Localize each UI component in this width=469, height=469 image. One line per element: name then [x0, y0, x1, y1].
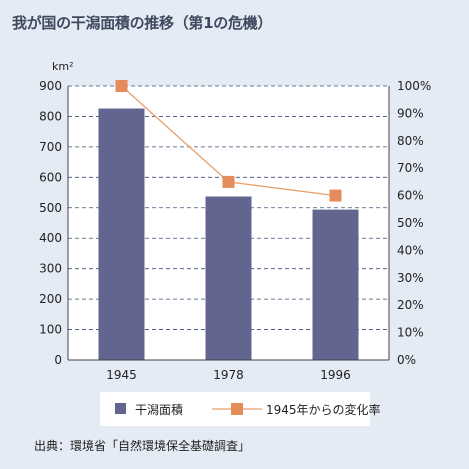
- bar-1996: [312, 209, 359, 360]
- right-tick-label: 90%: [397, 106, 424, 120]
- left-tick-label: 700: [39, 140, 62, 154]
- left-tick-label: 900: [39, 79, 62, 93]
- legend-line-icon: [212, 403, 262, 415]
- left-tick-label: 300: [39, 262, 62, 276]
- x-tick-label: 1945: [106, 368, 137, 382]
- right-tick-label: 30%: [397, 271, 424, 285]
- legend: 干潟面積 1945年からの変化率: [100, 392, 381, 426]
- left-tick-label: 500: [39, 201, 62, 215]
- source-note: 出典：環境省「自然環境保全基礎調査」: [34, 439, 251, 453]
- right-tick-label: 20%: [397, 298, 424, 312]
- right-tick-label: 100%: [397, 79, 431, 93]
- right-tick-label: 10%: [397, 326, 424, 340]
- change-rate-marker-1978: [222, 175, 235, 188]
- right-tick-label: 0%: [397, 353, 416, 367]
- left-tick-label: 200: [39, 292, 62, 306]
- left-tick-label: 0: [54, 353, 62, 367]
- right-tick-label: 50%: [397, 216, 424, 230]
- left-tick-label: 400: [39, 231, 62, 245]
- chart-area: 0 100 200 300 400 500 600 700 800 900 0% 10% 20% 30%…: [39, 60, 431, 382]
- chart-title: 我が国の干潟面積の推移（第1の危機）: [12, 14, 273, 32]
- change-rate-marker-1945: [115, 80, 128, 92]
- right-tick-label: 70%: [397, 161, 424, 175]
- x-tick-label: 1978: [213, 368, 244, 382]
- left-tick-label: 600: [39, 170, 62, 184]
- legend-bar-swatch: [115, 403, 126, 414]
- legend-line-label: 1945年からの変化率: [266, 403, 381, 417]
- right-tick-label: 60%: [397, 189, 424, 203]
- change-rate-marker-1996: [329, 189, 342, 202]
- x-tick-label: 1996: [320, 368, 351, 382]
- legend-bar-label: 干潟面積: [135, 403, 184, 417]
- right-tick-label: 80%: [397, 134, 424, 148]
- left-axis-unit: km²: [52, 60, 74, 73]
- right-tick-label: 40%: [397, 243, 424, 257]
- left-tick-label: 100: [39, 323, 62, 337]
- left-tick-label: 800: [39, 109, 62, 123]
- bar-1945: [98, 108, 145, 360]
- bar-1978: [205, 196, 252, 360]
